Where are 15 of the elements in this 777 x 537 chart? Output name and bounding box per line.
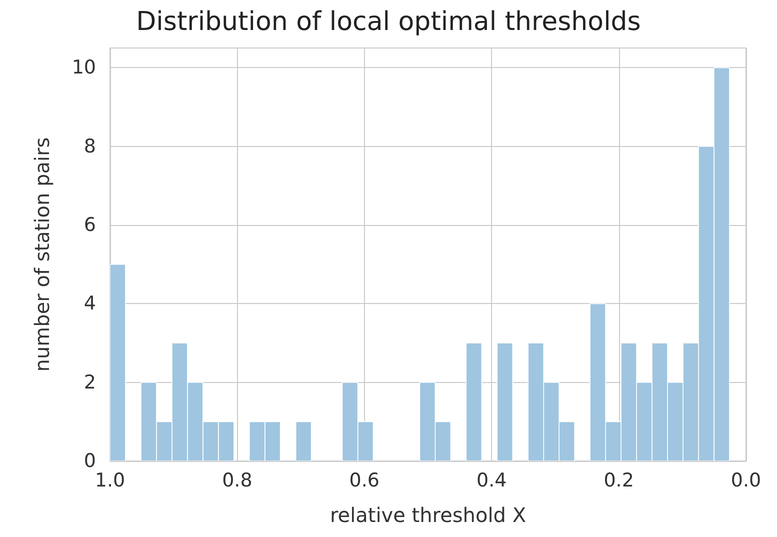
y-tick-label: 2 <box>84 371 96 394</box>
y-tick-label: 0 <box>84 450 96 472</box>
x-tick-label: 0.4 <box>476 470 507 492</box>
x-tick-label: 0.6 <box>349 470 380 492</box>
x-tick-label: 1.0 <box>94 470 126 492</box>
chart-title: Distribution of local optimal thresholds <box>136 7 641 37</box>
y-tick-label: 4 <box>84 292 96 315</box>
y-tick-label: 8 <box>84 135 96 158</box>
x-tick-label: 0.2 <box>604 470 634 492</box>
y-tick-label: 6 <box>84 214 96 236</box>
y-axis-title: number of station pairs <box>30 137 54 372</box>
y-tick-label: 10 <box>72 56 96 79</box>
x-tick-label: 0.0 <box>730 470 762 492</box>
x-tick-label: 0.8 <box>222 470 252 492</box>
x-axis-title: relative threshold X <box>330 503 526 527</box>
